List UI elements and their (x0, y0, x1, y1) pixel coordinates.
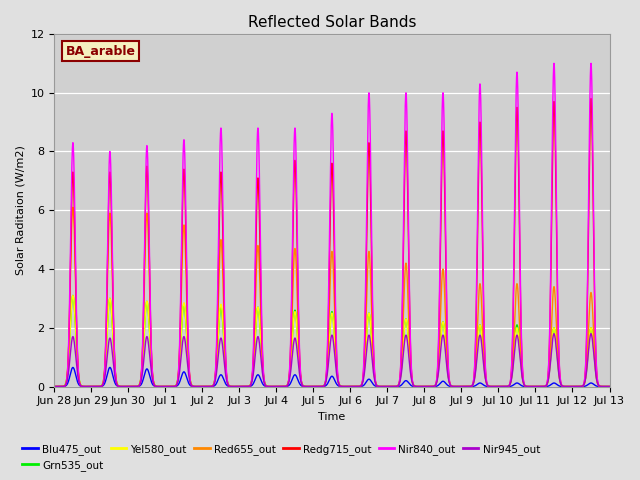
Grn535_out (150, 381, 158, 387)
Yel580_out (51, 384, 58, 389)
Redg715_out (426, 384, 433, 389)
Redg715_out (605, 384, 612, 389)
Nir945_out (311, 384, 319, 389)
Line: Yel580_out: Yel580_out (54, 295, 609, 386)
Blu475_out (150, 383, 158, 389)
Blu475_out (51, 384, 58, 389)
Nir945_out (488, 384, 495, 389)
Nir840_out (51, 384, 58, 389)
Yel580_out (150, 381, 158, 387)
Grn535_out (426, 384, 433, 389)
Redg715_out (488, 384, 495, 389)
Nir840_out (456, 384, 464, 389)
Title: Reflected Solar Bands: Reflected Solar Bands (248, 15, 416, 30)
Redg715_out (587, 96, 595, 101)
Nir945_out (456, 384, 464, 389)
Yel580_out (605, 384, 612, 389)
Nir945_out (426, 384, 433, 389)
X-axis label: Time: Time (318, 412, 346, 422)
Grn535_out (605, 384, 612, 389)
Blu475_out (605, 384, 613, 389)
Legend: Blu475_out, Grn535_out, Yel580_out, Red655_out, Redg715_out, Nir840_out, Nir945_: Blu475_out, Grn535_out, Yel580_out, Red6… (18, 439, 544, 475)
Red655_out (456, 384, 464, 389)
Grn535_out (312, 384, 319, 389)
Line: Red655_out: Red655_out (54, 207, 609, 386)
Yel580_out (488, 384, 496, 389)
Blu475_out (426, 384, 433, 389)
Redg715_out (605, 384, 613, 389)
Red655_out (69, 204, 77, 210)
Red655_out (488, 384, 496, 389)
Line: Redg715_out: Redg715_out (54, 98, 609, 386)
Line: Nir945_out: Nir945_out (54, 334, 609, 386)
Nir840_out (311, 384, 319, 389)
Nir840_out (426, 384, 433, 389)
Red655_out (426, 384, 433, 389)
Line: Nir840_out: Nir840_out (54, 63, 609, 386)
Nir945_out (605, 384, 613, 389)
Yel580_out (456, 384, 464, 389)
Grn535_out (488, 384, 496, 389)
Yel580_out (605, 384, 613, 389)
Blu475_out (456, 384, 464, 389)
Nir840_out (605, 384, 613, 389)
Nir840_out (605, 384, 612, 389)
Nir945_out (51, 384, 58, 389)
Redg715_out (456, 384, 464, 389)
Red655_out (150, 382, 158, 387)
Red655_out (605, 384, 613, 389)
Yel580_out (426, 384, 433, 389)
Y-axis label: Solar Raditaion (W/m2): Solar Raditaion (W/m2) (15, 145, 25, 275)
Grn535_out (51, 384, 58, 389)
Yel580_out (69, 292, 77, 298)
Nir945_out (587, 331, 595, 336)
Redg715_out (51, 384, 58, 389)
Red655_out (605, 384, 612, 389)
Redg715_out (150, 382, 158, 388)
Grn535_out (605, 384, 613, 389)
Nir945_out (150, 382, 158, 388)
Blu475_out (488, 384, 496, 389)
Nir840_out (587, 60, 595, 66)
Blu475_out (312, 384, 319, 389)
Blu475_out (605, 384, 612, 389)
Nir945_out (605, 384, 612, 389)
Yel580_out (312, 384, 319, 389)
Grn535_out (456, 384, 464, 389)
Red655_out (51, 384, 58, 389)
Redg715_out (311, 384, 319, 389)
Nir840_out (150, 382, 158, 387)
Text: BA_arable: BA_arable (65, 45, 136, 58)
Red655_out (312, 384, 319, 389)
Line: Grn535_out: Grn535_out (54, 295, 609, 386)
Blu475_out (69, 364, 77, 370)
Nir840_out (488, 384, 495, 389)
Line: Blu475_out: Blu475_out (54, 367, 609, 386)
Grn535_out (69, 292, 77, 298)
